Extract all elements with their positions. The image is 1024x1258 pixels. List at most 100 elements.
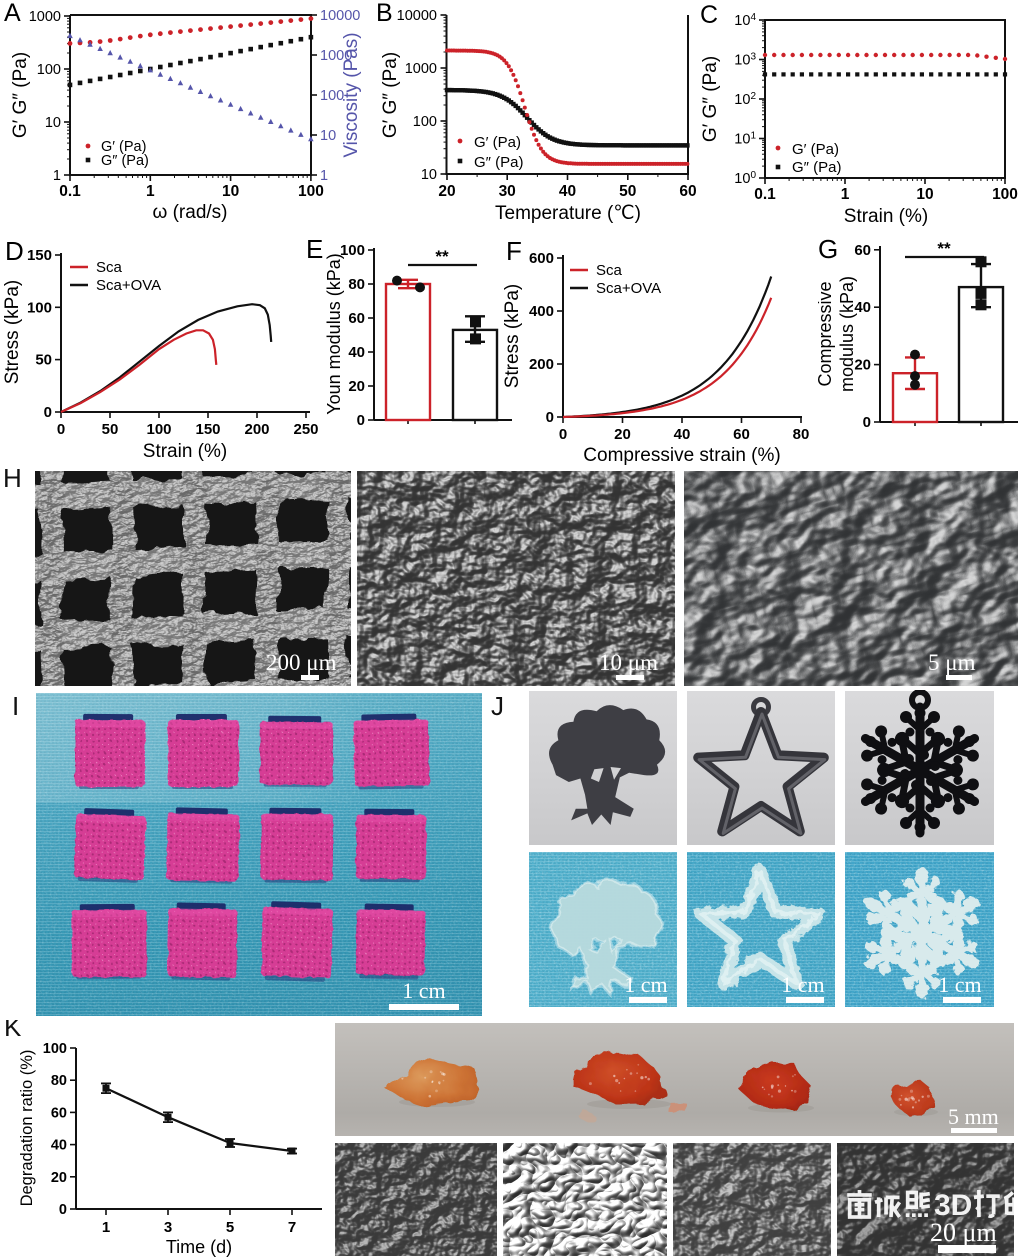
svg-text:1000: 1000 (29, 9, 61, 25)
svg-text:200 μm: 200 μm (266, 650, 337, 675)
svg-text:0.1: 0.1 (754, 186, 776, 203)
svg-text:B: B (376, 0, 393, 27)
svg-text:60: 60 (348, 310, 365, 327)
svg-text:G′ G″ (Pa): G′ G″ (Pa) (700, 56, 721, 142)
svg-text:100: 100 (146, 421, 171, 438)
svg-text:60: 60 (679, 183, 696, 200)
svg-text:K: K (4, 1020, 22, 1042)
svg-text:101: 101 (734, 131, 756, 148)
svg-text:1: 1 (320, 168, 328, 184)
svg-text:20: 20 (854, 357, 871, 374)
svg-text:D: D (5, 236, 24, 266)
svg-text:1: 1 (841, 186, 850, 203)
svg-text:**: ** (937, 239, 951, 258)
svg-text:60: 60 (51, 1105, 67, 1121)
svg-text:10: 10 (45, 115, 61, 131)
svg-text:100: 100 (320, 88, 344, 104)
svg-text:100: 100 (413, 114, 437, 130)
svg-text:G′ (Pa): G′ (Pa) (792, 141, 839, 158)
svg-text:3D: 3D (934, 1189, 972, 1222)
svg-text:100: 100 (298, 183, 324, 200)
svg-text:Viscosity (Pas): Viscosity (Pas) (341, 32, 362, 157)
svg-text:1 cm: 1 cm (781, 972, 824, 997)
svg-text:Sca: Sca (96, 259, 123, 276)
svg-text:0.1: 0.1 (59, 183, 81, 200)
svg-text:50: 50 (35, 352, 52, 369)
svg-text:10: 10 (916, 186, 933, 203)
svg-text:I: I (12, 691, 19, 721)
svg-text:100: 100 (27, 299, 52, 316)
svg-text:Sca: Sca (596, 262, 623, 279)
svg-text:10 μm: 10 μm (599, 650, 658, 675)
svg-text:40: 40 (559, 183, 576, 200)
svg-text:1: 1 (53, 168, 61, 184)
svg-text:G′ G″ (Pa): G′ G″ (Pa) (10, 52, 31, 138)
svg-text:E: E (306, 234, 323, 264)
svg-text:Stress (kPa): Stress (kPa) (2, 280, 23, 385)
svg-text:G″ (Pa): G″ (Pa) (792, 159, 841, 176)
svg-text:G″ (Pa): G″ (Pa) (474, 154, 523, 171)
svg-text:0: 0 (57, 421, 65, 438)
svg-text:100: 100 (43, 1041, 67, 1057)
svg-text:600: 600 (529, 250, 554, 267)
svg-text:150: 150 (195, 421, 220, 438)
svg-text:200: 200 (244, 421, 269, 438)
svg-text:400: 400 (529, 303, 554, 320)
svg-text:150: 150 (27, 247, 52, 264)
svg-text:5 mm: 5 mm (948, 1104, 999, 1129)
svg-text:modulus (kPa): modulus (kPa) (837, 276, 857, 392)
svg-text:200: 200 (529, 356, 554, 373)
svg-text:0: 0 (559, 426, 567, 443)
svg-text:20 μm: 20 μm (930, 1218, 997, 1247)
svg-text:0: 0 (546, 409, 554, 426)
svg-text:40: 40 (674, 426, 691, 443)
svg-text:20: 20 (51, 1170, 67, 1186)
svg-text:1 cm: 1 cm (938, 972, 981, 997)
svg-text:Strain (%): Strain (%) (143, 441, 227, 462)
svg-text:10: 10 (320, 128, 336, 144)
svg-text:104: 104 (734, 12, 756, 29)
svg-text:30: 30 (499, 183, 516, 200)
svg-text:103: 103 (734, 52, 756, 69)
svg-text:Youn modulus (kPa): Youn modulus (kPa) (324, 253, 344, 414)
svg-text:80: 80 (348, 276, 365, 293)
svg-text:100: 100 (340, 242, 365, 259)
svg-text:40: 40 (51, 1138, 67, 1154)
svg-text:60: 60 (854, 242, 871, 259)
svg-text:**: ** (435, 247, 449, 266)
svg-text:80: 80 (51, 1073, 67, 1089)
svg-text:H: H (3, 463, 22, 493)
svg-text:10: 10 (222, 183, 239, 200)
svg-text:0: 0 (44, 404, 52, 421)
svg-text:102: 102 (734, 91, 756, 108)
svg-text:50: 50 (102, 421, 119, 438)
svg-text:ω (rad/s): ω (rad/s) (152, 202, 227, 223)
svg-text:1000: 1000 (320, 48, 352, 64)
svg-text:G: G (818, 234, 838, 264)
svg-text:10: 10 (421, 167, 437, 183)
svg-text:20: 20 (438, 183, 455, 200)
svg-text:40: 40 (854, 299, 871, 316)
svg-text:0: 0 (59, 1202, 67, 1218)
svg-text:Sca+OVA: Sca+OVA (96, 277, 161, 294)
svg-text:G′ (Pa): G′ (Pa) (101, 139, 146, 155)
svg-text:1000: 1000 (405, 61, 437, 77)
svg-text:Time (d): Time (d) (166, 1237, 232, 1257)
svg-text:50: 50 (619, 183, 636, 200)
svg-text:7: 7 (288, 1219, 296, 1236)
svg-text:0: 0 (357, 412, 365, 429)
svg-text:1 cm: 1 cm (624, 972, 667, 997)
svg-text:A: A (4, 0, 21, 27)
svg-text:G′ (Pa): G′ (Pa) (474, 134, 521, 151)
svg-text:5: 5 (226, 1219, 234, 1236)
svg-text:1: 1 (146, 183, 155, 200)
svg-text:60: 60 (733, 426, 750, 443)
svg-text:100: 100 (734, 170, 756, 187)
svg-text:250: 250 (293, 421, 318, 438)
svg-text:Stress (kPa): Stress (kPa) (502, 284, 523, 389)
svg-text:C: C (700, 1, 718, 29)
svg-text:G′ G″ (Pa): G′ G″ (Pa) (380, 52, 401, 138)
svg-text:20: 20 (348, 378, 365, 395)
svg-text:1 cm: 1 cm (402, 978, 445, 1003)
svg-text:F: F (506, 236, 522, 266)
